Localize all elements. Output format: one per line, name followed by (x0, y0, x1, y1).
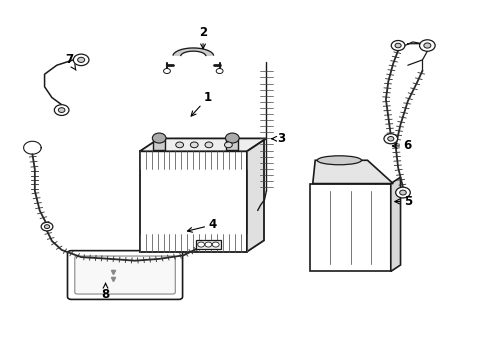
Bar (140, 151, 246, 252)
FancyBboxPatch shape (67, 251, 182, 300)
Circle shape (152, 133, 165, 143)
Text: 7: 7 (65, 53, 76, 70)
Circle shape (73, 54, 89, 66)
Circle shape (197, 242, 204, 247)
Circle shape (78, 57, 84, 62)
Circle shape (224, 142, 232, 148)
Circle shape (390, 41, 404, 50)
Polygon shape (390, 177, 400, 271)
Circle shape (54, 105, 69, 116)
Circle shape (419, 40, 434, 51)
Text: 5: 5 (394, 195, 411, 208)
Circle shape (212, 242, 219, 247)
Text: 4: 4 (187, 218, 217, 232)
Text: 3: 3 (271, 132, 285, 145)
Circle shape (383, 134, 397, 144)
Circle shape (175, 142, 183, 148)
FancyBboxPatch shape (75, 256, 175, 294)
Ellipse shape (317, 156, 361, 165)
Circle shape (216, 68, 223, 73)
Circle shape (44, 225, 50, 229)
Text: 1: 1 (191, 91, 212, 116)
Circle shape (387, 136, 393, 141)
Circle shape (58, 108, 65, 112)
Polygon shape (246, 140, 264, 252)
Polygon shape (312, 160, 392, 184)
Circle shape (399, 190, 406, 195)
Circle shape (163, 68, 170, 73)
Circle shape (190, 142, 198, 148)
Circle shape (41, 222, 53, 231)
Bar (153, 138, 164, 149)
Circle shape (204, 242, 211, 247)
Circle shape (394, 43, 400, 48)
Bar (310, 184, 390, 271)
Circle shape (225, 133, 239, 143)
Bar (195, 240, 221, 249)
Text: 6: 6 (391, 139, 411, 152)
Polygon shape (173, 48, 213, 55)
Bar (226, 138, 238, 149)
Text: 2: 2 (199, 27, 207, 49)
Circle shape (204, 142, 212, 148)
Circle shape (423, 43, 430, 48)
Circle shape (395, 187, 409, 198)
Polygon shape (140, 138, 266, 151)
Text: 8: 8 (101, 283, 109, 301)
